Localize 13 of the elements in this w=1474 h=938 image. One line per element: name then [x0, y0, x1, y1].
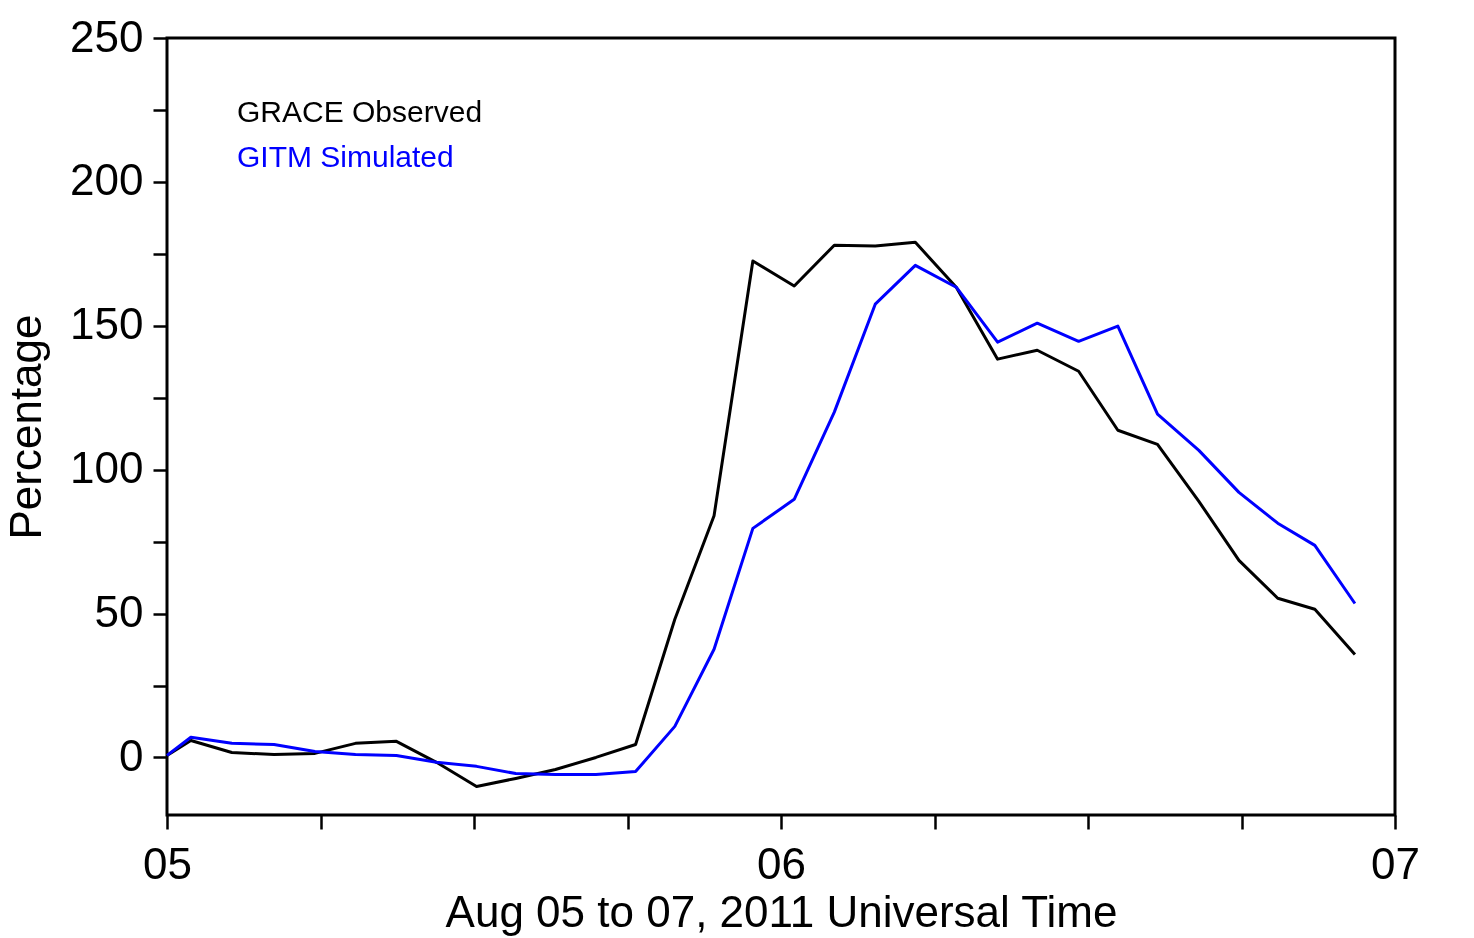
x-tick-label: 06 — [757, 838, 806, 888]
text: GITM Simulated — [237, 140, 454, 173]
y-tick-label: 250 — [70, 11, 144, 61]
y-tick-label: 100 — [70, 443, 144, 493]
y-tick-label: 0 — [119, 730, 144, 780]
x-tick-label: 05 — [143, 838, 192, 888]
y-axis-title: Percentage — [1, 314, 51, 540]
x-axis-title: Aug 05 to 07, 2011 Universal Time — [445, 886, 1118, 936]
text: GRACE Observed — [237, 95, 483, 128]
y-tick-label: 200 — [70, 155, 144, 205]
y-tick-label: 50 — [94, 587, 144, 637]
y-tick-label: 150 — [70, 299, 144, 349]
x-tick-label: 07 — [1371, 838, 1420, 888]
